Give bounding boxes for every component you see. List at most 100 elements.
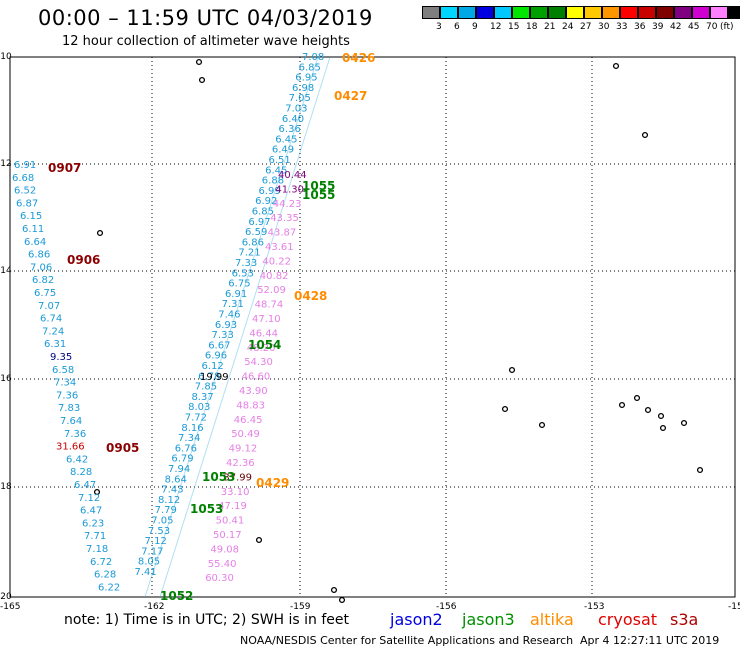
left-track-value: 7.12 xyxy=(78,493,100,504)
center-track-value: 7.21 xyxy=(238,248,260,259)
pink-track-value: 33.10 xyxy=(221,487,250,498)
pink-track-value: 50.41 xyxy=(216,516,245,527)
center-track-value: 7.41 xyxy=(135,567,157,578)
center-track-value: 6.49 xyxy=(272,145,294,156)
center-track-value: 6.45 xyxy=(265,165,287,176)
center-track-value: 8.37 xyxy=(191,392,213,403)
pink-track-value: 50.17 xyxy=(213,530,242,541)
island-marker xyxy=(538,421,546,429)
center-track-value: 6.95 xyxy=(295,73,317,84)
center-track-value: 6.85 xyxy=(299,62,321,73)
pink-track-value: 47.10 xyxy=(252,314,281,325)
island-marker xyxy=(330,586,338,594)
pink-track-value: 48.83 xyxy=(236,400,265,411)
center-track-value: 7.46 xyxy=(218,310,240,321)
center-track-value: 7.05 xyxy=(289,93,311,104)
lon-label: -156 xyxy=(436,602,457,612)
pink-track-value: 48.20 xyxy=(247,343,276,354)
lat-label: -20 xyxy=(0,592,12,602)
scale-swatch xyxy=(548,6,566,19)
left-track-value: 6.58 xyxy=(52,365,74,376)
left-track-value: 6.47 xyxy=(80,506,102,517)
page-subtitle: 12 hour collection of altimeter wave hei… xyxy=(62,34,350,49)
left-track-value: 7.64 xyxy=(60,416,82,427)
scale-label: 30 xyxy=(598,22,610,32)
pink-track-value: 47.19 xyxy=(218,501,247,512)
left-track-value: 6.75 xyxy=(34,288,56,299)
island-marker xyxy=(633,394,641,402)
left-track-value: 6.31 xyxy=(44,339,66,350)
center-track-value: 7.12 xyxy=(145,536,167,547)
satellite-altika: altika xyxy=(530,610,574,629)
left-track-value: 6.11 xyxy=(22,224,44,235)
center-track-value: 7.43 xyxy=(161,485,183,496)
satellite-s3a: s3a xyxy=(670,610,699,629)
left-track-value: 6.68 xyxy=(12,173,34,184)
pink-track-value: 40.22 xyxy=(262,256,291,267)
lon-label: -159 xyxy=(290,602,311,612)
pass-label: 1052 xyxy=(160,589,193,603)
scale-label: 3 xyxy=(436,22,442,32)
center-track-value: 6.99 xyxy=(258,186,280,197)
center-track-value: 8.03 xyxy=(188,402,210,413)
island-marker xyxy=(612,62,620,70)
center-track-value: 6.51 xyxy=(269,155,291,166)
center-track-value: 7.03 xyxy=(285,104,307,115)
left-track-value: 9.35 xyxy=(50,352,72,363)
scale-label: 12 xyxy=(490,22,502,32)
pass-label: 0427 xyxy=(334,89,367,103)
pink-track-value: 52.09 xyxy=(257,285,286,296)
pink-track-value: 46.60 xyxy=(242,372,271,383)
island-marker xyxy=(508,366,516,374)
pink-track-value: 43.35 xyxy=(270,213,299,224)
generated-time: Apr 4 12:27:11 UTC 2019 xyxy=(580,634,720,647)
center-track-value: 6.93 xyxy=(215,320,237,331)
center-track-value: 6.92 xyxy=(255,196,277,207)
pass-label: 1053 xyxy=(202,470,235,484)
center-track-value: 7.08 xyxy=(302,52,324,63)
pink-track-value: 41.30 xyxy=(275,184,304,195)
scale-swatch xyxy=(638,6,656,19)
pass-label: 1055 xyxy=(302,188,335,202)
center-track-value: 6.98 xyxy=(292,83,314,94)
scale-label: 21 xyxy=(544,22,556,32)
lon-label: -15 xyxy=(728,602,740,612)
island-marker xyxy=(501,405,509,413)
island-marker xyxy=(680,419,688,427)
scale-label: 33 xyxy=(616,22,628,32)
center-track-value: 7.34 xyxy=(178,433,200,444)
left-track-value: 8.28 xyxy=(70,467,92,478)
center-track-value: 7.94 xyxy=(168,464,190,475)
lat-label: -10 xyxy=(0,52,12,62)
center-track-value: 8.12 xyxy=(158,495,180,506)
left-track-value: 7.71 xyxy=(84,531,106,542)
scale-label: 18 xyxy=(526,22,538,32)
scale-swatch xyxy=(656,6,674,19)
scale-swatch xyxy=(458,6,476,19)
center-track-value: 6.85 xyxy=(252,207,274,218)
center-track-value: 7.33 xyxy=(212,330,234,341)
lon-label: -165 xyxy=(0,602,20,612)
island-marker xyxy=(644,406,652,414)
left-track-value: 6.22 xyxy=(98,582,120,593)
scale-label: 15 xyxy=(508,22,520,32)
left-track-value: 7.36 xyxy=(56,390,78,401)
lat-label: -16 xyxy=(0,374,12,384)
scale-swatch xyxy=(440,6,458,19)
left-track-value: 31.66 xyxy=(56,442,85,453)
center-track-value: 6.67 xyxy=(208,340,230,351)
scale-swatch xyxy=(710,6,728,19)
left-track-value: 6.42 xyxy=(66,454,88,465)
center-track-value: 7.31 xyxy=(222,299,244,310)
pink-track-value: 40.82 xyxy=(260,271,289,282)
center-track-value: 7.85 xyxy=(195,382,217,393)
scale-swatch xyxy=(602,6,620,19)
center-track-value: 6.78 xyxy=(198,371,220,382)
left-track-value: 7.18 xyxy=(86,544,108,555)
left-track-value: 6.15 xyxy=(20,211,42,222)
pink-track-value: 43.90 xyxy=(239,386,268,397)
center-track-value: 6.91 xyxy=(225,289,247,300)
footer-note: note: 1) Time is in UTC; 2) SWH is in fe… xyxy=(64,612,350,628)
